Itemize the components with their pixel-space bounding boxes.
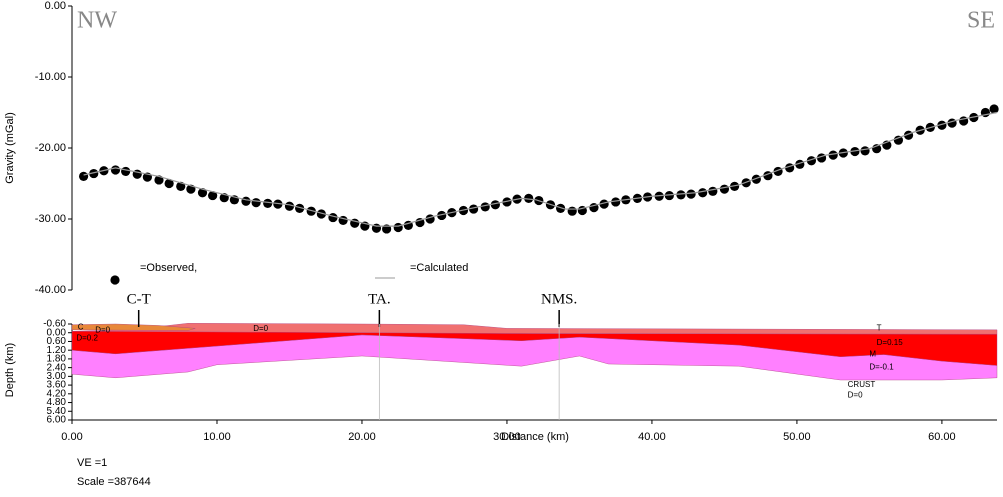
body-label: D=0 (95, 326, 110, 335)
model-body (71, 323, 196, 331)
y-axis-title: Depth (km) (4, 343, 16, 397)
observed-point (860, 146, 870, 156)
observed-point (164, 178, 174, 189)
x-tick-label: 40.00 (638, 431, 666, 443)
observed-point (937, 120, 947, 130)
observed-point (686, 189, 696, 199)
y-tick-label: -20.00 (35, 142, 66, 154)
x-axis-title: Distance (km) (501, 431, 569, 443)
model-body (71, 323, 998, 335)
observed-point (989, 104, 999, 114)
observed-point (524, 193, 534, 204)
x-tick-label: 0.00 (61, 431, 82, 443)
y-axis-title: Gravity (mGal) (4, 112, 16, 184)
observed-point (425, 214, 435, 224)
y-tick-label: 0.00 (45, 0, 66, 12)
observed-point (502, 197, 512, 207)
calculated-line (83, 111, 998, 227)
y-tick-label: -30.00 (35, 213, 66, 225)
body-label: D=-0.1 (869, 363, 894, 372)
observed-point (437, 210, 447, 221)
body-label: D=0.2 (76, 334, 98, 343)
observed-point (328, 212, 338, 223)
x-tick-label: 30.00 (493, 431, 521, 443)
legend-label: =Calculated (410, 262, 468, 274)
x-tick-label: 20.00 (348, 431, 376, 443)
observed-point (893, 135, 904, 145)
observed-point (295, 203, 305, 213)
station-label: NMS. (541, 291, 577, 307)
footer-text: Scale =387644 (77, 476, 151, 488)
observed-point (599, 199, 609, 209)
observed-point (490, 200, 500, 210)
body-label: M (869, 350, 876, 359)
y-tick-label: -40.00 (35, 284, 66, 296)
y-tick-label: 0.00 (47, 327, 67, 338)
body-label: CRUST (848, 380, 876, 389)
observed-point (828, 150, 838, 160)
observed-point (729, 181, 740, 191)
observed-point (121, 166, 131, 177)
body-label: C (78, 323, 84, 332)
observed-point (306, 206, 316, 216)
corner-label: NW (77, 8, 117, 34)
observed-point (284, 201, 295, 211)
y-tick-label: -0.60 (43, 319, 66, 330)
observed-point (567, 206, 577, 216)
y-tick-label: 0.60 (47, 336, 67, 347)
observed-point (251, 198, 261, 208)
y-tick-label: 3.00 (47, 371, 67, 382)
observed-point (947, 118, 957, 128)
observed-point (263, 198, 273, 208)
y-tick-label: 4.80 (47, 397, 67, 408)
observed-point (676, 190, 686, 200)
observed-point (708, 186, 718, 196)
station-label: TA. (368, 291, 391, 307)
y-tick-label: 6.00 (47, 415, 67, 426)
observed-point (850, 146, 860, 157)
body-label: D=0 (253, 324, 268, 333)
observed-point (89, 168, 99, 179)
observed-point (555, 203, 566, 213)
observed-point (698, 188, 708, 198)
legend-swatch (110, 275, 120, 285)
observed-point (719, 184, 730, 194)
body-label: D=0.15 (877, 338, 904, 347)
footer-text: VE =1 (77, 457, 107, 469)
observed-point (611, 197, 621, 207)
y-tick-label: 2.40 (47, 362, 67, 373)
x-tick-label: 60.00 (928, 431, 956, 443)
y-tick-label: 1.20 (47, 345, 67, 356)
observed-point (393, 222, 403, 233)
observed-point (241, 196, 251, 206)
x-tick-label: 10.00 (203, 431, 231, 443)
corner-label: SE (967, 8, 995, 34)
observed-point (78, 171, 89, 181)
x-tick-label: 50.00 (783, 431, 811, 443)
observed-point (480, 202, 490, 212)
legend-label: =Observed, (140, 262, 197, 274)
observed-point (664, 190, 674, 201)
body-label: T (877, 323, 882, 332)
observed-point (110, 165, 121, 175)
y-tick-label: 3.60 (47, 380, 67, 391)
y-tick-label: 5.40 (47, 406, 67, 417)
body-label: D=0 (848, 390, 863, 399)
y-tick-label: -10.00 (35, 71, 66, 83)
station-label: C-T (127, 291, 151, 307)
observed-point (197, 188, 208, 198)
y-tick-label: 1.80 (47, 354, 67, 365)
observed-point (208, 190, 218, 201)
observed-point (316, 209, 326, 219)
y-tick-label: 4.20 (47, 388, 67, 399)
observed-point (273, 199, 283, 209)
